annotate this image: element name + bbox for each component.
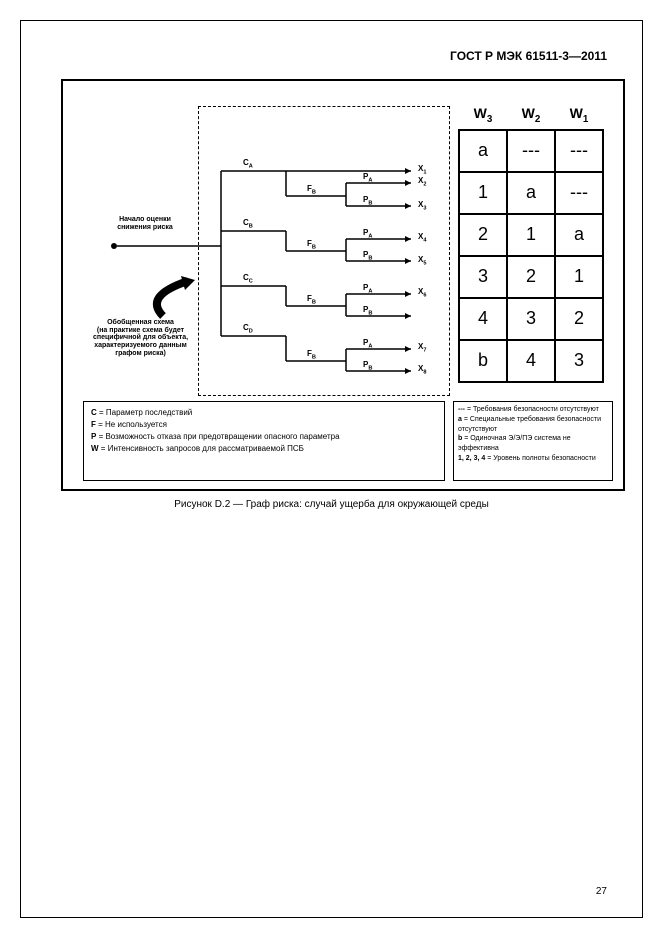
legend-left: C = Параметр последствий F = Не использу…: [91, 407, 436, 455]
f-b-1: FB: [307, 185, 316, 196]
w-table: W3 W2 W1 a------ 1a--- 21a 321 432 b43: [458, 101, 604, 383]
p-a-4: PA: [363, 339, 372, 350]
table-row: b43: [459, 340, 603, 382]
x-1: X1: [418, 165, 426, 176]
legend-right: --- = Требования безопасности отсутствую…: [458, 405, 608, 464]
legend-item: 1, 2, 3, 4 = Уровень полноты безопасност…: [458, 454, 608, 464]
p-b-2: PB: [363, 251, 372, 262]
p-a-3: PA: [363, 284, 372, 295]
p-b-3: PB: [363, 306, 372, 317]
f-b-2: FB: [307, 240, 316, 251]
legend-item: W = Интенсивность запросов для рассматри…: [91, 443, 436, 455]
p-b-4: PB: [363, 361, 372, 372]
x-5: X5: [418, 256, 426, 267]
c-d-label: CD: [243, 324, 253, 335]
document-header: ГОСТ Р МЭК 61511-3—2011: [450, 49, 607, 63]
x-7: X7: [418, 343, 426, 354]
c-b-label: CB: [243, 219, 253, 230]
legend-item: --- = Требования безопасности отсутствую…: [458, 405, 608, 415]
x-4: X4: [418, 233, 426, 244]
f-b-4: FB: [307, 350, 316, 361]
legend-item: P = Возможность отказа при предотвращени…: [91, 431, 436, 443]
figure-box: Начало оценки снижения риска Обобщенная …: [61, 79, 625, 491]
page-frame: ГОСТ Р МЭК 61511-3—2011 Начало оценки сн…: [20, 20, 643, 918]
w3-header: W3: [459, 101, 507, 130]
c-a-label: CA: [243, 159, 253, 170]
risk-graph-tree: [111, 111, 456, 391]
w-header-row: W3 W2 W1: [459, 101, 603, 130]
table-row: 432: [459, 298, 603, 340]
table-row: a------: [459, 130, 603, 172]
x-8: X8: [418, 365, 426, 376]
w2-header: W2: [507, 101, 555, 130]
w1-header: W1: [555, 101, 603, 130]
page-number: 27: [596, 886, 607, 897]
x-2: X2: [418, 177, 426, 188]
p-a-2: PA: [363, 229, 372, 240]
table-row: 321: [459, 256, 603, 298]
c-c-label: CC: [243, 274, 253, 285]
legend-item: C = Параметр последствий: [91, 407, 436, 419]
x-6: X6: [418, 288, 426, 299]
table-row: 1a---: [459, 172, 603, 214]
x-3: X3: [418, 201, 426, 212]
p-b-1: PB: [363, 196, 372, 207]
p-a-1: PA: [363, 173, 372, 184]
legend-item: F = Не используется: [91, 419, 436, 431]
legend-item: b = Одиночная Э/Э/ПЭ система не эффектив…: [458, 434, 608, 454]
legend-item: a = Специальные требования безопасности …: [458, 415, 608, 435]
table-row: 21a: [459, 214, 603, 256]
f-b-3: FB: [307, 295, 316, 306]
figure-caption: Рисунок D.2 — Граф риска: случай ущерба …: [21, 499, 642, 510]
